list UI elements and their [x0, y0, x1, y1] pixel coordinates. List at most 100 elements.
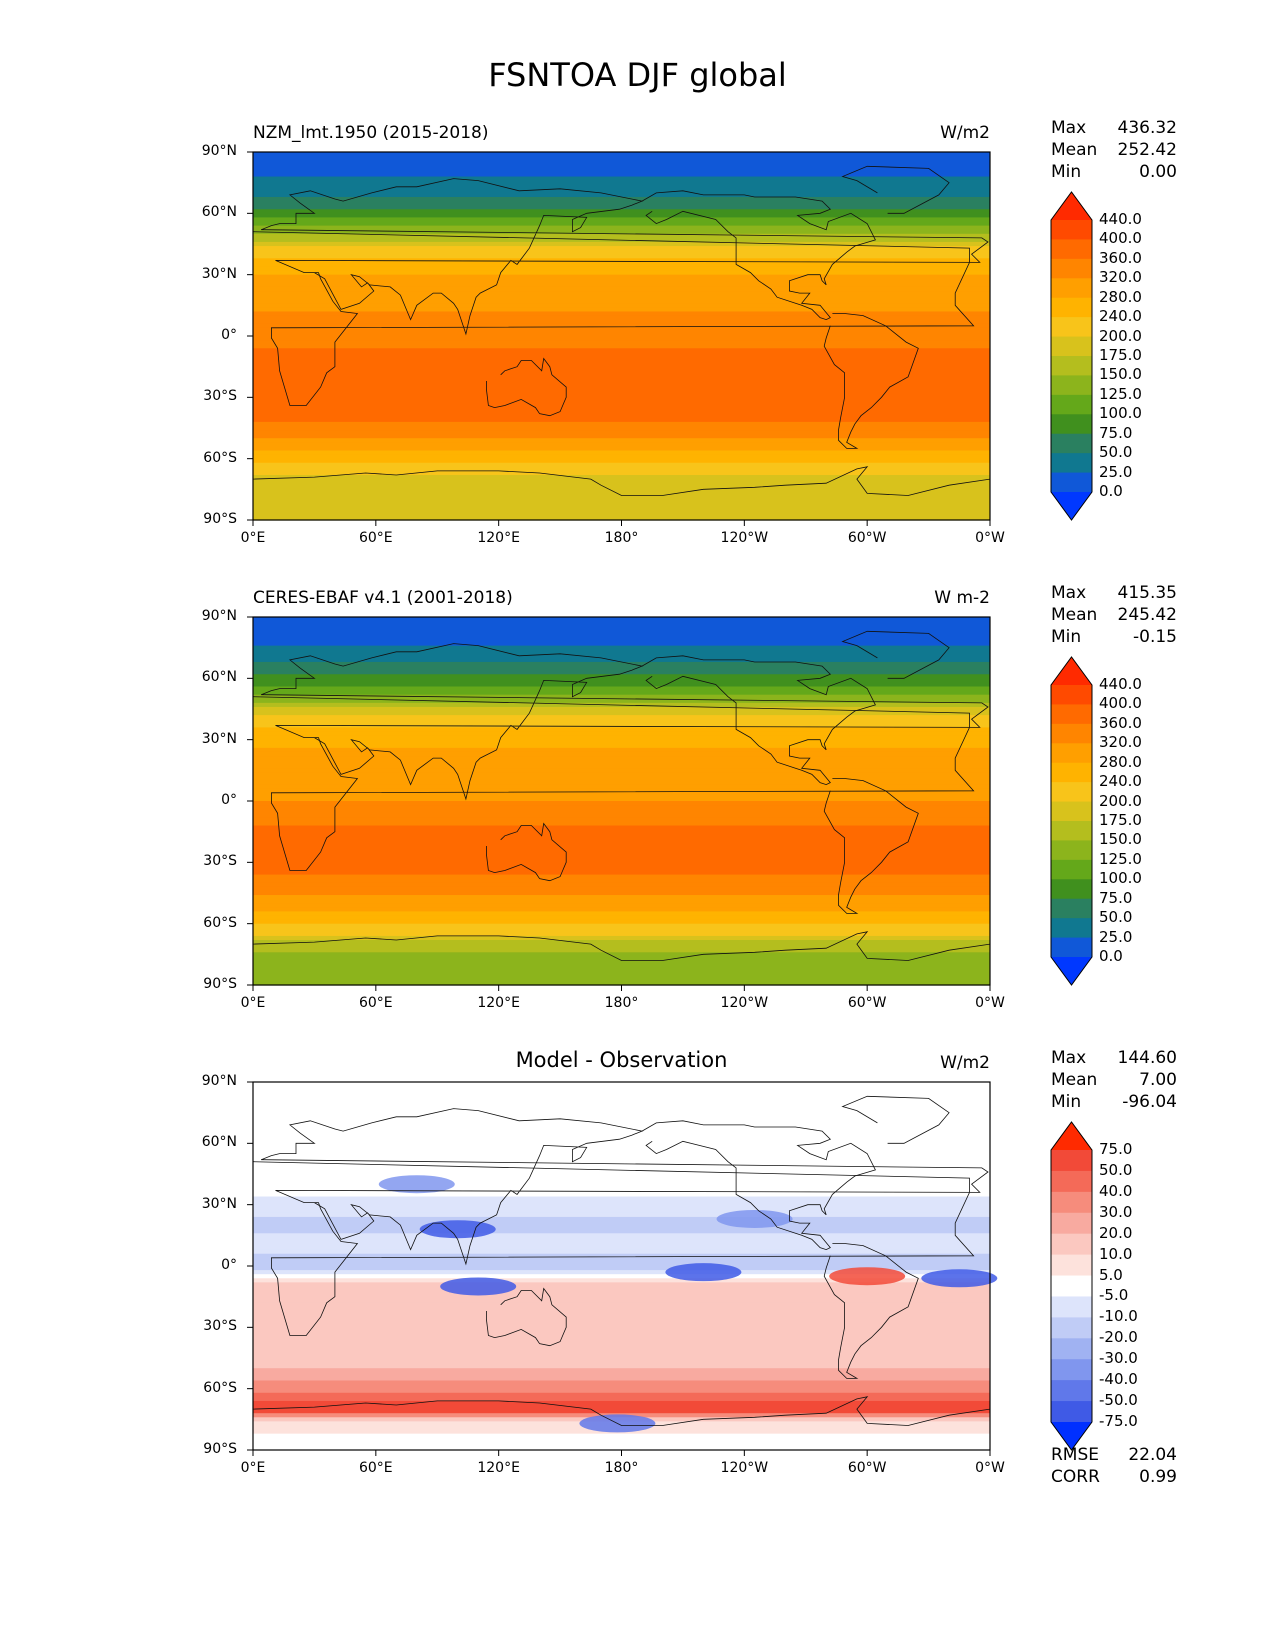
- field-band: [253, 319, 990, 325]
- y-tick-label: 30°S: [203, 388, 237, 405]
- field-band: [253, 862, 990, 868]
- field-band: [253, 307, 990, 313]
- field-band: [253, 352, 990, 358]
- colorbar-label: 175.0: [1099, 811, 1142, 829]
- field-band: [253, 1343, 990, 1349]
- field-band: [253, 706, 990, 712]
- field-band: [253, 1192, 990, 1198]
- colorbar-label: 75.0: [1099, 423, 1133, 442]
- coastline: [823, 778, 919, 914]
- field-band: [253, 617, 990, 622]
- field-band: [253, 976, 990, 982]
- colorbar-segment: [1051, 898, 1092, 919]
- field-band: [253, 380, 990, 386]
- field-band: [253, 952, 990, 957]
- field-band: [253, 1315, 990, 1320]
- field-band: [253, 421, 990, 427]
- field-band: [253, 813, 990, 818]
- field-band: [253, 1118, 990, 1124]
- field-band: [253, 1114, 990, 1120]
- field-band: [253, 931, 990, 937]
- stat-label: Max: [1051, 583, 1087, 603]
- colorbar-label: 125.0: [1099, 849, 1142, 868]
- field-band: [253, 286, 990, 292]
- x-tick-label: 60°W: [847, 1460, 887, 1476]
- colorbar-label: 200.0: [1099, 326, 1142, 345]
- colorbar-segment: [1051, 1170, 1092, 1193]
- colorbar-segment: [1051, 394, 1092, 415]
- field-band: [253, 935, 990, 941]
- field-band: [253, 1176, 990, 1181]
- field-band: [253, 1266, 990, 1271]
- field-band: [253, 1221, 990, 1226]
- y-tick-label: 30°N: [201, 730, 237, 747]
- field-band: [253, 229, 990, 235]
- coastline: [485, 822, 567, 882]
- coastline: [485, 357, 567, 417]
- field-band: [253, 923, 990, 929]
- field-band: [253, 694, 990, 700]
- field-band: [253, 1171, 990, 1177]
- map-test: [252, 151, 991, 521]
- x-tick-label: 0°E: [240, 530, 266, 546]
- coastline: [252, 178, 989, 406]
- field-band: [253, 1225, 990, 1230]
- field-band: [253, 1094, 990, 1099]
- field-band: [253, 258, 990, 263]
- field-band: [253, 397, 990, 403]
- field-band: [253, 911, 990, 917]
- field-band: [253, 1392, 990, 1398]
- colorbar-label: -75.0: [1099, 1412, 1138, 1430]
- colorbar-segment: [1051, 1401, 1092, 1423]
- colorbar-reference: [1050, 656, 1093, 986]
- coastline: [485, 1287, 567, 1347]
- colorbar-segment: [1051, 336, 1092, 357]
- field-band: [253, 780, 990, 786]
- y-tick-label: 90°N: [201, 608, 237, 624]
- field-band: [253, 760, 990, 765]
- field-band: [253, 270, 990, 276]
- field-band: [253, 483, 990, 488]
- colorbar-segment: [1051, 375, 1092, 396]
- x-tick-label: 60°E: [358, 1460, 393, 1476]
- field-band: [253, 442, 990, 447]
- stats-box-test: Max 436.32 Mean 252.42 Min 0.00: [1051, 117, 1177, 183]
- colorbar-segment: [1051, 723, 1092, 744]
- stat-row: RMSE 22.04: [1051, 1444, 1177, 1466]
- colorbar-label: 10.0: [1099, 1244, 1133, 1263]
- field-band: [253, 927, 990, 933]
- field-band: [253, 972, 990, 978]
- field-band: [253, 817, 990, 823]
- field-band: [253, 507, 990, 513]
- coastline: [252, 643, 989, 871]
- colorbar-label: 240.0: [1099, 307, 1142, 326]
- field-band: [253, 1245, 990, 1251]
- colorbar-segment: [1051, 1254, 1092, 1277]
- field-band: [253, 1200, 990, 1206]
- colorbar-extend-max: [1051, 657, 1092, 685]
- field-band: [253, 751, 990, 757]
- field-band: [253, 1216, 990, 1222]
- field-band: [253, 168, 990, 174]
- field-band: [253, 458, 990, 464]
- field-band: [253, 1282, 990, 1288]
- field-band: [253, 1139, 990, 1144]
- field-band: [253, 184, 990, 190]
- colorbar-segment: [1051, 1191, 1092, 1214]
- x-tick-label: 120°W: [720, 995, 769, 1011]
- y-tick-label: 90°N: [201, 1073, 237, 1089]
- field-band: [253, 1126, 990, 1132]
- field-band: [253, 331, 990, 337]
- colorbar-segment: [1051, 258, 1092, 279]
- stat-row: Min -96.04: [1051, 1091, 1177, 1113]
- colorbar-segment: [1051, 278, 1092, 299]
- map-difference: [252, 1081, 998, 1451]
- field-band: [253, 1445, 990, 1451]
- field-band: [253, 1270, 990, 1275]
- field-band: [253, 205, 990, 210]
- field-band: [253, 915, 990, 921]
- field-band: [253, 747, 990, 753]
- stat-row: Mean 7.00: [1051, 1069, 1177, 1091]
- stat-row: Max 144.60: [1051, 1047, 1177, 1069]
- field-band: [253, 772, 990, 778]
